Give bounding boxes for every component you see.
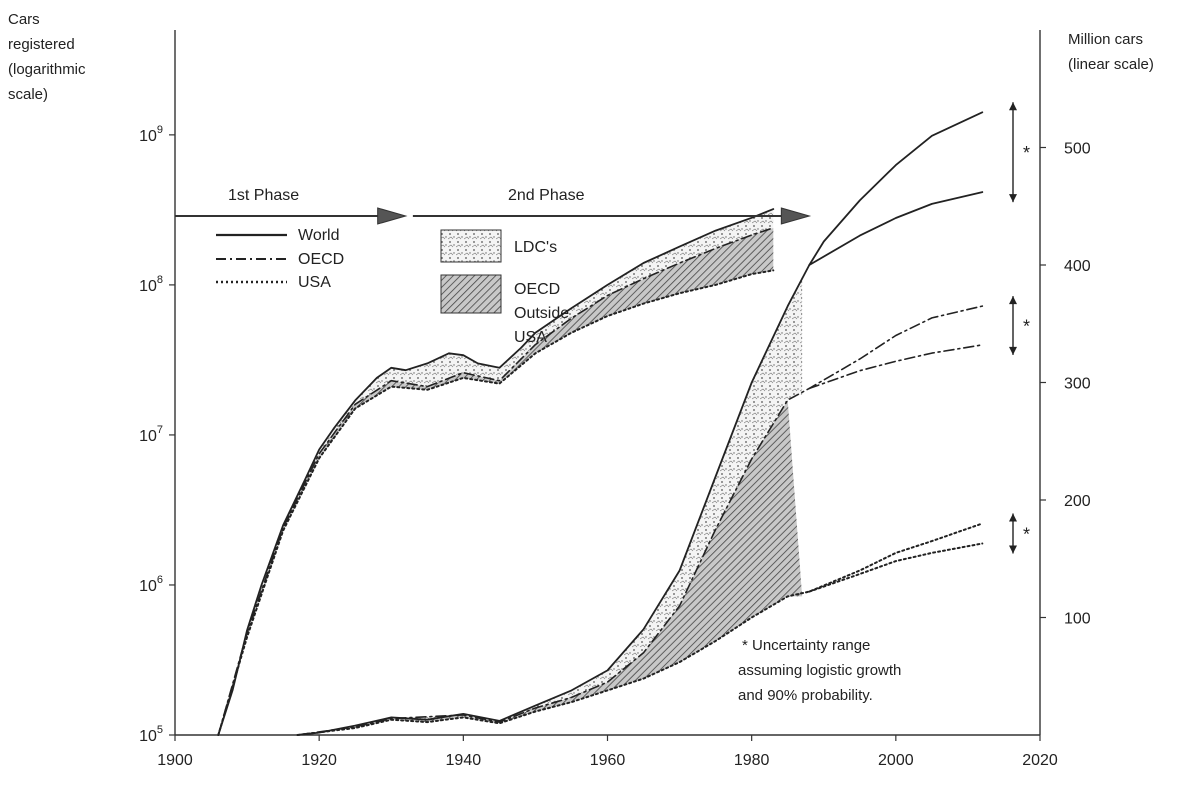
tick-labels: 1900 1920 1940 1960 1980 2000 2020 105 106 107 108… — [139, 124, 1091, 769]
right-tick-label: 300 — [1064, 376, 1091, 393]
series-line-oecd — [217, 227, 775, 736]
left-axis-title-line: scale) — [8, 86, 48, 103]
left-tick-label: 107 — [139, 424, 163, 445]
uncertainty-markers: * * * — [1009, 102, 1030, 554]
left-axis-title-line: (logarithmic — [8, 61, 86, 78]
right-tick-label: 400 — [1064, 258, 1091, 275]
series-line-oecd — [808, 344, 984, 390]
x-tick-label: 1900 — [157, 752, 193, 769]
left-tick-label: 109 — [139, 124, 163, 145]
legend-swatch-ldcs — [440, 229, 502, 263]
uncertainty-asterisk: * — [1023, 524, 1030, 544]
uncertainty-arrow-head — [1009, 513, 1017, 522]
right-tick-label: 100 — [1064, 611, 1091, 628]
legend-label: Outside — [514, 305, 569, 322]
legend-label: USA — [298, 274, 331, 291]
legend-label: USA — [514, 329, 547, 346]
left-tick-label: 105 — [139, 724, 163, 745]
right-tick-label: 500 — [1064, 141, 1091, 158]
uncertainty-arrow-head — [1009, 194, 1017, 203]
right-axis-title: Million cars (linear scale) — [1068, 31, 1154, 73]
right-axis-title-line: Million cars — [1068, 31, 1143, 48]
x-tick-label: 2020 — [1022, 752, 1058, 769]
legend-label: OECD — [298, 251, 344, 268]
note-line: assuming logistic growth — [738, 662, 901, 679]
x-tick-label: 1920 — [301, 752, 337, 769]
left-axis-title-line: Cars — [8, 11, 40, 28]
series-line-world — [808, 191, 984, 266]
series-line-usa — [296, 522, 984, 736]
x-tick-label: 2000 — [878, 752, 914, 769]
oecd-outside-usa-region-log — [218, 227, 774, 735]
ldcs-region-linear — [297, 276, 803, 735]
uncertainty-arrow-head — [1009, 346, 1017, 355]
uncertainty-asterisk: * — [1023, 143, 1030, 163]
series-line-usa — [217, 269, 775, 736]
uncertainty-arrow-head — [1009, 102, 1017, 111]
note-line: * Uncertainty range — [742, 637, 870, 654]
left-axis-title: Cars registered (logarithmic scale) — [8, 11, 90, 103]
left-tick-label: 108 — [139, 274, 163, 295]
oecd-outside-usa-region-linear — [297, 400, 803, 735]
legend-label: LDC's — [514, 239, 557, 256]
right-tick-label: 200 — [1064, 493, 1091, 510]
x-tick-label: 1940 — [446, 752, 482, 769]
legend-swatch-oecd-outside-usa — [440, 274, 502, 314]
right-axis-title-line: (linear scale) — [1068, 56, 1154, 73]
x-tick-label: 1980 — [734, 752, 770, 769]
legend-label: World — [298, 227, 340, 244]
left-axis-title-line: registered — [8, 36, 75, 53]
phase-label: 2nd Phase — [508, 187, 585, 204]
uncertainty-note: * Uncertainty range assuming logistic gr… — [738, 637, 906, 704]
uncertainty-asterisk: * — [1023, 317, 1030, 337]
phase-label: 1st Phase — [228, 187, 299, 204]
phase-arrow-head — [780, 207, 812, 225]
series-line-usa — [808, 542, 984, 593]
note-line: and 90% probability. — [738, 687, 873, 704]
uncertainty-arrow-head — [1009, 545, 1017, 554]
phase-arrow-head — [377, 207, 408, 225]
phase-arrows: 1st Phase 2nd Phase — [175, 187, 812, 225]
x-tick-label: 1960 — [590, 752, 626, 769]
legend-label: OECD — [514, 281, 560, 298]
left-tick-label: 106 — [139, 574, 163, 595]
series-lines — [217, 111, 984, 736]
series-line-oecd — [296, 305, 984, 736]
legend: World OECD USA LDC's OECD Outside USA — [216, 227, 569, 346]
series-line-world — [217, 208, 775, 736]
uncertainty-arrow-head — [1009, 296, 1017, 305]
shaded-regions — [218, 209, 803, 736]
